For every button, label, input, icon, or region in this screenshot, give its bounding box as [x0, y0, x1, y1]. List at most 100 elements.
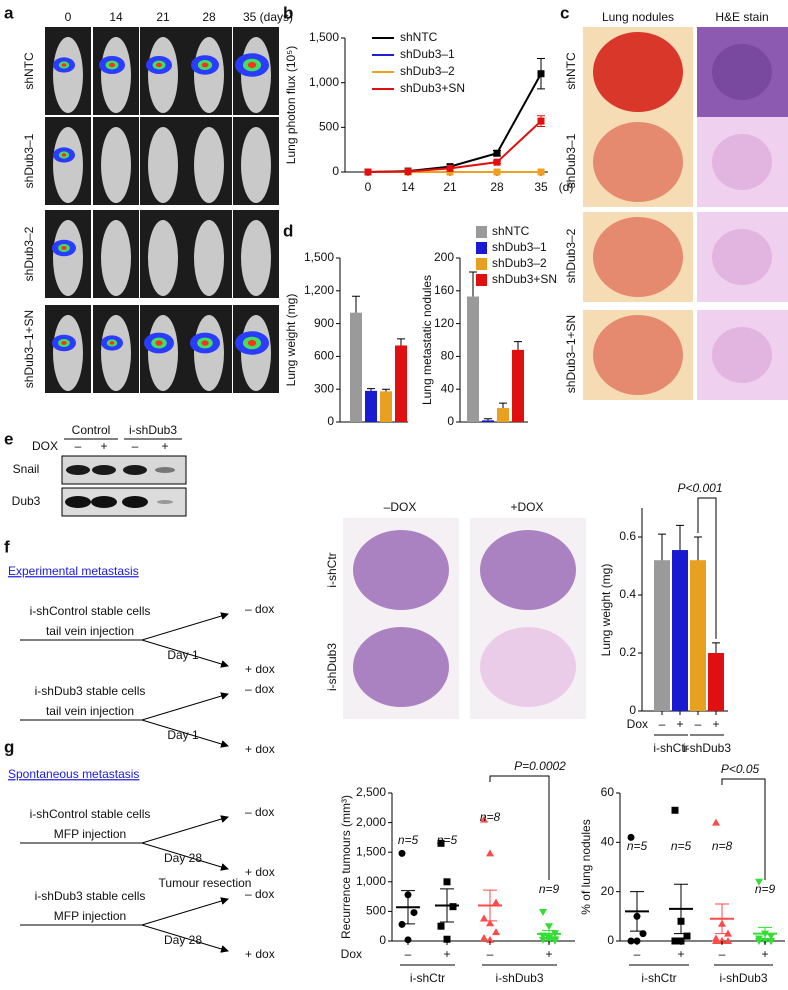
signal [61, 246, 67, 250]
y-tick-label: 0 [629, 703, 636, 717]
sem-bar [440, 888, 454, 923]
point [480, 815, 488, 823]
y-tick-label: 200 [434, 250, 454, 264]
arm-label: + dox [245, 865, 275, 879]
panel-label: a [4, 3, 14, 22]
arm-label: – dox [245, 805, 274, 819]
y-tick-label: 40 [601, 835, 615, 849]
mouse-body [148, 220, 178, 296]
bar [482, 420, 494, 422]
y-tick-label: 0 [447, 414, 454, 428]
lung [593, 122, 683, 202]
arm-label: + dox [245, 742, 275, 756]
panel-label: e [4, 429, 13, 448]
tissue [353, 530, 449, 610]
y-tick-label: 1,500 [356, 844, 386, 858]
point [718, 937, 726, 944]
row-label: shDub3–1+SN [564, 315, 578, 393]
point [627, 937, 635, 945]
error-bar [352, 295, 360, 313]
he-tissue [712, 229, 772, 285]
legend-swatch [476, 242, 487, 254]
x-tick-label: 21 [443, 180, 457, 194]
point [398, 849, 406, 857]
bar [654, 560, 670, 711]
column-label: Lung nodules [602, 10, 674, 24]
error-bar [676, 524, 684, 551]
error-bar [514, 341, 522, 350]
n-label: n=5 [671, 839, 692, 853]
arm-label: – dox [245, 602, 274, 616]
legend-label: shDub3+SN [400, 81, 465, 95]
point [486, 919, 494, 927]
he-tissue [712, 44, 772, 100]
x-tick-label: – [487, 947, 494, 961]
he-tissue [712, 327, 772, 383]
mouse-body [53, 220, 83, 296]
n-label: n=8 [480, 810, 501, 824]
y-axis-label: Lung weight (mg) [599, 564, 613, 657]
day-label: Day 1 [167, 648, 199, 662]
mouse-body [241, 220, 271, 296]
row-label: shNTC [22, 52, 36, 90]
marker [493, 158, 501, 166]
bar [365, 390, 377, 422]
error-bar [382, 388, 390, 392]
bracket [697, 497, 717, 639]
bar [497, 408, 509, 422]
band [66, 465, 90, 475]
mouse-body [241, 127, 271, 203]
y-axis-label: Lung metastatic nodules [420, 275, 434, 405]
y-tick-label: 0.6 [619, 529, 636, 543]
band [122, 496, 148, 508]
y-tick-label: 1,500 [304, 250, 334, 264]
group-label: i-shCtr [641, 971, 676, 985]
legend-label: shDub3+SN [492, 272, 557, 286]
sem-bar [542, 929, 556, 938]
x-tick-label: – [405, 947, 412, 961]
point [443, 935, 451, 943]
mouse-body [101, 37, 131, 113]
mouse-body [194, 220, 224, 296]
band [91, 496, 117, 508]
arrow [141, 897, 229, 926]
error-bar [694, 536, 702, 561]
x-tick-label: + [677, 947, 684, 961]
point [486, 849, 494, 857]
error-bar [397, 338, 405, 346]
band [65, 496, 91, 508]
signal [201, 62, 209, 68]
marker [537, 70, 545, 78]
bar [395, 345, 407, 422]
panel-label: c [560, 3, 569, 22]
y-tick-label: 80 [441, 349, 455, 363]
x-tick-label: 28 [490, 180, 504, 194]
lung [593, 32, 683, 112]
sem-bar [715, 903, 729, 935]
x-title: Dox [627, 717, 648, 731]
signal [61, 63, 67, 67]
mouse-body [53, 127, 83, 203]
y-tick-label: 0 [607, 933, 614, 947]
legend-label: shNTC [400, 30, 438, 44]
arm-label: + dox [245, 662, 275, 676]
arrow [141, 815, 229, 844]
y-tick-label: 0.4 [619, 587, 636, 601]
point [449, 903, 457, 911]
group-label: i-shCtr [410, 971, 445, 985]
error-bar [484, 418, 492, 421]
row-label: shDub3–2 [22, 226, 36, 281]
panel-label: f [4, 537, 10, 556]
error-bar [658, 533, 666, 561]
y-tick-label: 500 [319, 120, 339, 134]
y-tick-label: 1,000 [356, 874, 386, 888]
y-tick-label: 1,500 [309, 30, 339, 44]
y-tick-label: 40 [441, 381, 455, 395]
mouse-body [148, 37, 178, 113]
column-label: –DOX [384, 500, 417, 514]
mouse-body [53, 315, 83, 391]
y-axis-label: % of lung nodules [579, 819, 593, 914]
lane-label: + [100, 439, 107, 453]
band [92, 465, 116, 475]
point [639, 930, 647, 938]
